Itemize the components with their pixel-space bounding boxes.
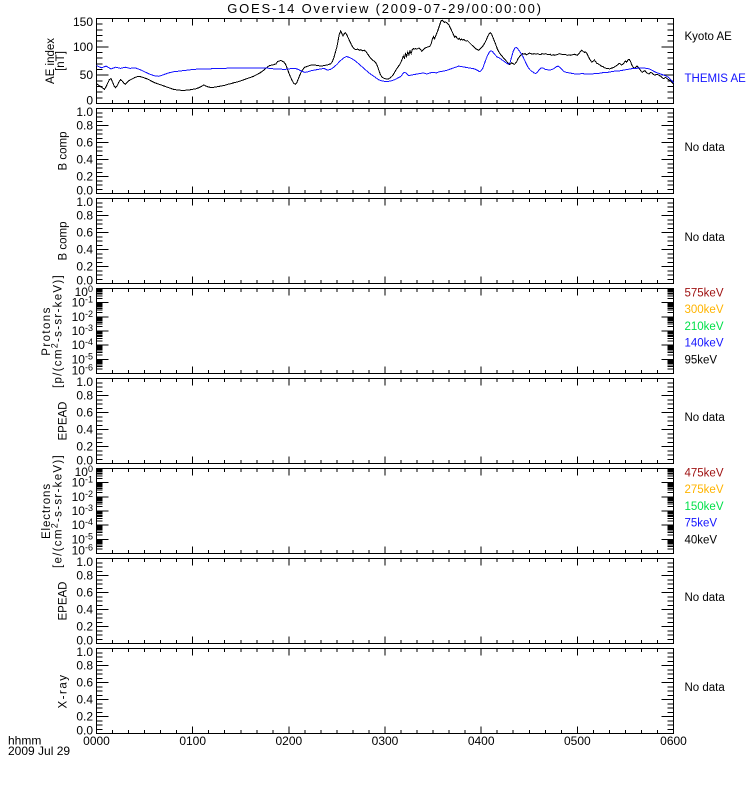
svg-text:EPEAD: EPEAD <box>58 402 70 441</box>
svg-text:0.2: 0.2 <box>76 620 93 634</box>
svg-text:150keV: 150keV <box>685 501 724 513</box>
svg-text:0.8: 0.8 <box>76 389 93 403</box>
svg-text:1.0: 1.0 <box>76 645 93 659</box>
svg-text:0200: 0200 <box>275 734 302 748</box>
svg-text:0.4: 0.4 <box>76 423 93 437</box>
svg-text:0.0: 0.0 <box>76 723 93 737</box>
svg-text:2009 Jul 29: 2009 Jul 29 <box>8 744 70 758</box>
svg-text:GOES-14 Overview (2009-07-29/0: GOES-14 Overview (2009-07-29/00:00:00) <box>227 1 543 16</box>
svg-text:X-ray: X-ray <box>58 674 70 709</box>
svg-text:[nT]: [nT] <box>55 51 67 71</box>
svg-text:0.4: 0.4 <box>76 153 93 167</box>
svg-text:0400: 0400 <box>468 734 495 748</box>
svg-text:0.0: 0.0 <box>76 273 93 287</box>
svg-text:0.6: 0.6 <box>76 406 93 420</box>
svg-text:0.2: 0.2 <box>76 170 93 184</box>
svg-text:140keV: 140keV <box>685 338 724 350</box>
svg-text:50: 50 <box>80 68 94 82</box>
svg-text:1.0: 1.0 <box>76 195 93 209</box>
svg-text:0.4: 0.4 <box>76 243 93 257</box>
svg-text:0000: 0000 <box>83 734 110 748</box>
svg-text:B comp: B comp <box>58 222 70 261</box>
svg-text:0.6: 0.6 <box>76 136 93 150</box>
svg-text:AE index: AE index <box>45 38 57 84</box>
svg-text:1.0: 1.0 <box>76 375 93 389</box>
svg-text:Protons: Protons <box>41 306 53 355</box>
svg-text:Electrons: Electrons <box>41 483 53 539</box>
svg-text:No data: No data <box>685 412 726 424</box>
svg-text:No data: No data <box>685 682 726 694</box>
svg-text:0.8: 0.8 <box>76 659 93 673</box>
svg-text:[p/(cm2-s-sr-keV)]: [p/(cm2-s-sr-keV)] <box>50 274 65 388</box>
svg-text:0.6: 0.6 <box>76 586 93 600</box>
svg-text:0.2: 0.2 <box>76 260 93 274</box>
svg-text:0.4: 0.4 <box>76 603 93 617</box>
svg-text:0600: 0600 <box>660 734 687 748</box>
svg-text:No data: No data <box>685 142 726 154</box>
svg-text:0.6: 0.6 <box>76 226 93 240</box>
svg-text:0.8: 0.8 <box>76 209 93 223</box>
svg-text:0: 0 <box>86 93 93 107</box>
svg-text:475keV: 475keV <box>685 468 724 480</box>
svg-text:0.6: 0.6 <box>76 676 93 690</box>
svg-text:150: 150 <box>73 15 93 29</box>
svg-text:No data: No data <box>685 592 726 604</box>
svg-text:0100: 0100 <box>179 734 206 748</box>
svg-text:[e/(cm2-s-sr-keV)]: [e/(cm2-s-sr-keV)] <box>50 454 65 568</box>
svg-text:0.0: 0.0 <box>76 183 93 197</box>
svg-text:0.0: 0.0 <box>76 453 93 467</box>
svg-text:100: 100 <box>73 40 93 54</box>
svg-text:0300: 0300 <box>372 734 399 748</box>
svg-text:1.0: 1.0 <box>76 105 93 119</box>
svg-text:EPEAD: EPEAD <box>58 582 70 621</box>
svg-text:210keV: 210keV <box>685 321 724 333</box>
svg-text:0.0: 0.0 <box>76 633 93 647</box>
svg-text:275keV: 275keV <box>685 484 724 496</box>
svg-text:575keV: 575keV <box>685 288 724 300</box>
svg-text:1.0: 1.0 <box>76 555 93 569</box>
svg-text:Kyoto AE: Kyoto AE <box>685 31 733 43</box>
svg-text:0.2: 0.2 <box>76 440 93 454</box>
svg-text:75keV: 75keV <box>685 518 718 530</box>
svg-text:hhmm: hhmm <box>8 734 41 748</box>
svg-text:0.4: 0.4 <box>76 693 93 707</box>
svg-text:0.8: 0.8 <box>76 569 93 583</box>
svg-text:0500: 0500 <box>564 734 591 748</box>
svg-text:300keV: 300keV <box>685 304 724 316</box>
svg-text:0.2: 0.2 <box>76 710 93 724</box>
svg-text:THEMIS AE: THEMIS AE <box>685 73 747 85</box>
svg-text:95keV: 95keV <box>685 354 718 366</box>
svg-text:40keV: 40keV <box>685 534 718 546</box>
svg-text:B comp: B comp <box>58 132 70 171</box>
svg-text:0.8: 0.8 <box>76 119 93 133</box>
svg-text:No data: No data <box>685 232 726 244</box>
